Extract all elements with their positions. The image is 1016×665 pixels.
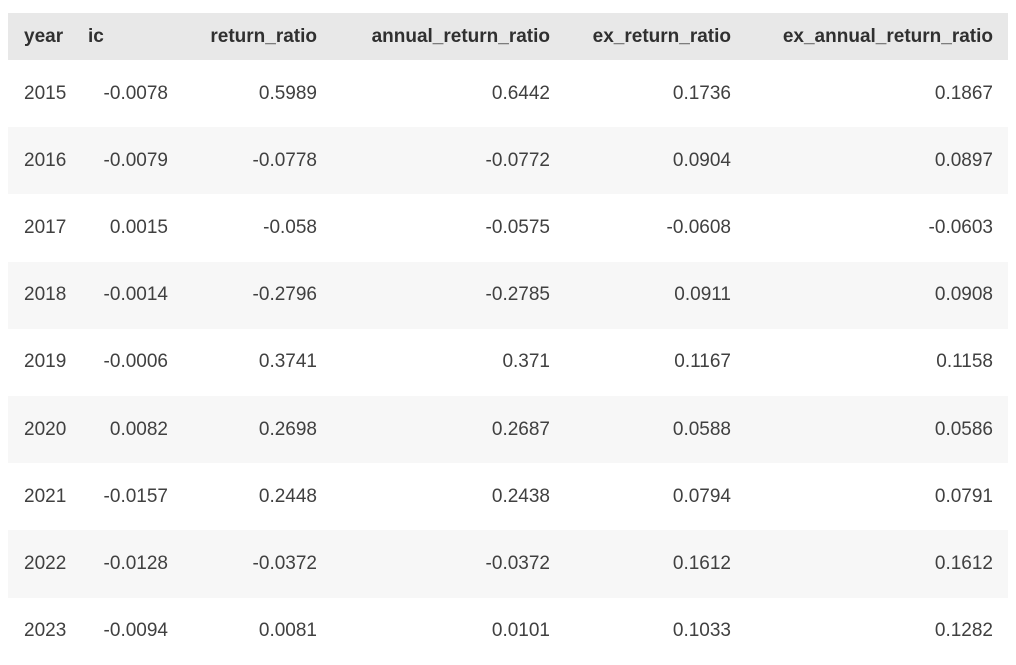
cell-ex_return_ratio: 0.1033 xyxy=(672,620,731,642)
table-row-2019: 2019 -0.0006 0.3741 0.371 0.1167 0.1158 xyxy=(8,328,1008,396)
table-row-2023: 2023 -0.0094 0.0081 0.0101 0.1033 0.1282 xyxy=(8,597,1008,665)
cell-ex_annual_return_ratio: 0.1867 xyxy=(934,82,993,104)
cell-annual_return_ratio: 0.2438 xyxy=(491,485,550,507)
cell-return_ratio: 0.3741 xyxy=(258,351,317,373)
cell-ic: -0.0006 xyxy=(103,351,168,373)
cell-year: 2023 xyxy=(24,620,67,642)
cell-ex_annual_return_ratio: 0.0586 xyxy=(934,418,993,440)
cell-ic: 0.0082 xyxy=(109,418,168,440)
table-row-2017: 2017 0.0015 -0.058 -0.0575 -0.0608 -0.0603 xyxy=(8,194,1008,262)
cell-ic: -0.0079 xyxy=(103,149,168,171)
cell-return_ratio: 0.2448 xyxy=(258,485,317,507)
cell-ic: 0.0015 xyxy=(109,216,168,238)
cell-ex_annual_return_ratio: 0.1612 xyxy=(934,552,993,574)
column-header-ex_return_ratio: ex_return_ratio xyxy=(592,25,731,47)
data-table: year ic return_ratio annual_return_ratio ex_… xyxy=(8,13,1008,665)
cell-ex_annual_return_ratio: 0.0897 xyxy=(934,149,993,171)
cell-ex_annual_return_ratio: 0.1282 xyxy=(934,620,993,642)
cell-ex_return_ratio: 0.0904 xyxy=(672,149,731,171)
cell-annual_return_ratio: -0.0372 xyxy=(485,552,550,574)
table-row-2021: 2021 -0.0157 0.2448 0.2438 0.0794 0.0791 xyxy=(8,463,1008,531)
cell-return_ratio: 0.5989 xyxy=(258,82,317,104)
cell-ex_annual_return_ratio: 0.0791 xyxy=(934,485,993,507)
cell-return_ratio: -0.0372 xyxy=(252,552,317,574)
cell-ex_return_ratio: 0.1167 xyxy=(674,351,731,373)
table-row-2020: 2020 0.0082 0.2698 0.2687 0.0588 0.0586 xyxy=(8,395,1008,464)
cell-return_ratio: -0.0778 xyxy=(252,149,317,171)
column-header-return_ratio: return_ratio xyxy=(210,25,317,47)
cell-return_ratio: 0.2698 xyxy=(258,418,317,440)
column-header-ex_annual_return_ratio: ex_annual_return_ratio xyxy=(782,25,993,47)
cell-ex_return_ratio: 0.1736 xyxy=(672,82,731,104)
cell-year: 2016 xyxy=(24,149,67,171)
cell-year: 2021 xyxy=(24,485,67,507)
cell-ex_annual_return_ratio: 0.0908 xyxy=(934,284,993,306)
page: { "chart_data": { "type": "table", "titl… xyxy=(0,13,1016,665)
cell-return_ratio: -0.058 xyxy=(263,216,317,238)
cell-return_ratio: -0.2796 xyxy=(252,284,317,306)
cell-ex_return_ratio: 0.1612 xyxy=(672,552,731,574)
cell-annual_return_ratio: -0.0575 xyxy=(485,216,550,238)
cell-ex_return_ratio: 0.0588 xyxy=(672,418,731,440)
cell-ex_return_ratio: -0.0608 xyxy=(666,216,731,238)
cell-year: 2015 xyxy=(24,82,67,104)
cell-ic: -0.0094 xyxy=(103,620,168,642)
column-header-annual_return_ratio: annual_return_ratio xyxy=(371,25,550,47)
cell-year: 2022 xyxy=(24,552,67,574)
cell-ex_annual_return_ratio: -0.0603 xyxy=(928,216,993,238)
column-header-year: year xyxy=(24,25,64,47)
table-row-2018: 2018 -0.0014 -0.2796 -0.2785 0.0911 0.0908 xyxy=(8,261,1008,329)
cell-ic: -0.0014 xyxy=(103,284,168,306)
cell-ic: -0.0128 xyxy=(103,552,168,574)
cell-annual_return_ratio: -0.0772 xyxy=(485,149,550,171)
table-body: 2015 -0.0078 0.5989 0.6442 0.1736 0.1867 2016 -… xyxy=(8,60,1008,665)
column-header-ic: ic xyxy=(88,25,104,47)
cell-annual_return_ratio: -0.2785 xyxy=(485,284,550,306)
cell-ex_return_ratio: 0.0911 xyxy=(674,284,731,306)
cell-annual_return_ratio: 0.2687 xyxy=(491,418,550,440)
cell-ex_annual_return_ratio: 0.1158 xyxy=(936,351,993,373)
table-row-2016: 2016 -0.0079 -0.0778 -0.0772 0.0904 0.0897 xyxy=(8,127,1008,195)
cell-year: 2019 xyxy=(24,351,67,373)
cell-year: 2020 xyxy=(24,418,67,440)
table-header: year ic return_ratio annual_return_ratio ex_… xyxy=(8,13,1008,60)
table-container: year ic return_ratio annual_return_ratio ex_… xyxy=(8,13,1008,665)
cell-return_ratio: 0.0081 xyxy=(258,620,317,642)
header-row: year ic return_ratio annual_return_ratio ex_… xyxy=(8,13,1008,60)
cell-annual_return_ratio: 0.0101 xyxy=(491,620,550,642)
table-row-2015: 2015 -0.0078 0.5989 0.6442 0.1736 0.1867 xyxy=(8,60,1008,128)
cell-year: 2017 xyxy=(24,216,67,238)
cell-ic: -0.0078 xyxy=(103,82,168,104)
cell-ex_return_ratio: 0.0794 xyxy=(672,485,731,507)
table-row-2022: 2022 -0.0128 -0.0372 -0.0372 0.1612 0.1612 xyxy=(8,530,1008,598)
cell-ic: -0.0157 xyxy=(103,485,168,507)
cell-annual_return_ratio: 0.6442 xyxy=(491,82,550,104)
cell-annual_return_ratio: 0.371 xyxy=(502,351,550,373)
cell-year: 2018 xyxy=(24,284,67,306)
